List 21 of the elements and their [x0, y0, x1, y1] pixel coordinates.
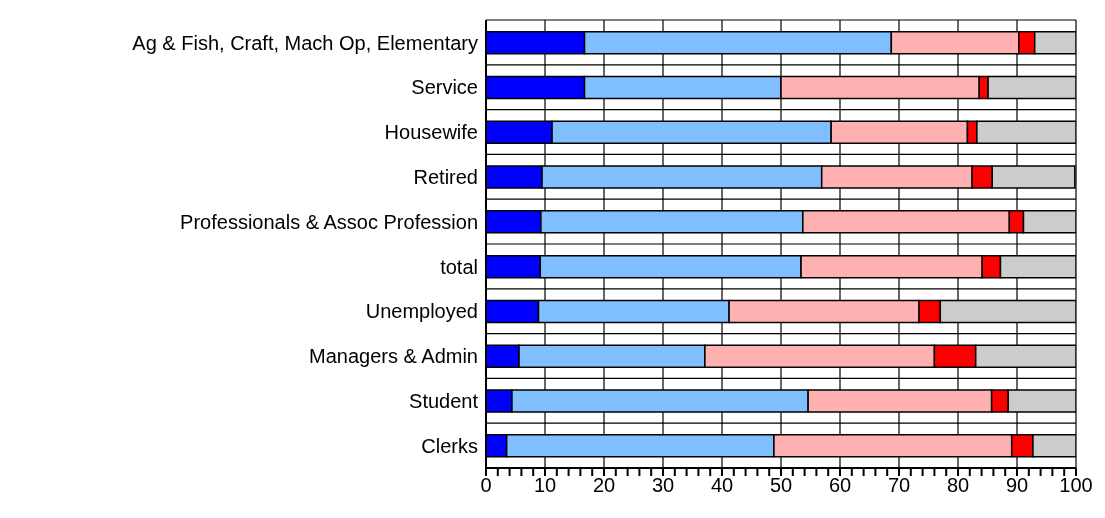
- y-tick-label: Housewife: [384, 121, 478, 144]
- x-tick-label: 90: [1005, 474, 1029, 497]
- x-tick-label: 50: [769, 474, 793, 497]
- x-tick-label: 10: [533, 474, 557, 497]
- y-tick-label: Clerks: [421, 434, 478, 457]
- x-tick-label: 100: [1059, 474, 1093, 497]
- x-tick-label: 20: [592, 474, 616, 497]
- x-tick-label: 0: [480, 474, 492, 497]
- x-tick-label: 70: [887, 474, 911, 497]
- y-tick-label: Unemployed: [365, 300, 478, 323]
- x-tick-label: 60: [828, 474, 852, 497]
- x-tick-label: 30: [651, 474, 675, 497]
- x-tick-label: 80: [946, 474, 970, 497]
- x-tick-label: 40: [710, 474, 734, 497]
- y-tick-label: Service: [411, 76, 478, 99]
- y-tick-label: Retired: [413, 165, 478, 188]
- y-tick-label: Professionals & Assoc Profession: [180, 210, 478, 233]
- y-tick-label: Managers & Admin: [309, 345, 478, 368]
- y-tick-label: total: [440, 255, 478, 278]
- y-tick-label: Student: [409, 389, 479, 412]
- y-tick-label: Ag & Fish, Craft, Mach Op, Elementary: [132, 31, 478, 54]
